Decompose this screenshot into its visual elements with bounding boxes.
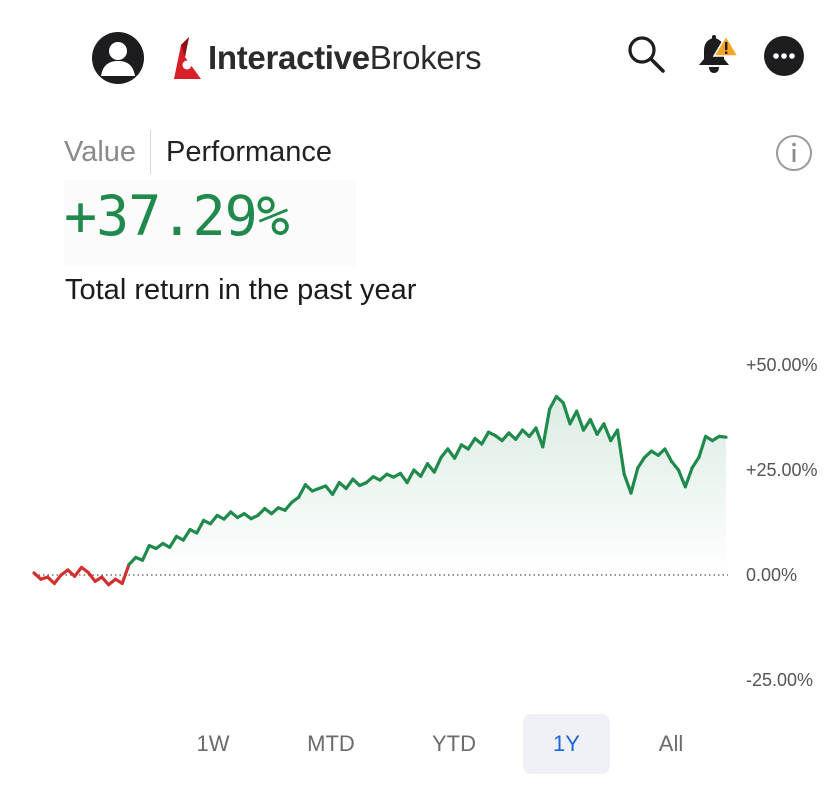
series-segment — [615, 428, 626, 476]
series-segment — [181, 528, 192, 542]
series-segment — [561, 401, 572, 426]
more-button[interactable] — [764, 36, 804, 76]
series-segment — [588, 417, 599, 436]
series-segment — [541, 407, 552, 449]
view-tabs: Value Performance — [64, 130, 332, 174]
y-axis-ticks: +50.00% +25.00% 0.00% -25.00% — [746, 355, 818, 690]
y-tick-label: +50.00% — [746, 355, 818, 375]
range-all-button[interactable]: All — [658, 731, 684, 756]
series-segment — [419, 462, 430, 478]
series-segment — [676, 468, 687, 489]
brand-logo-icon — [174, 37, 201, 79]
series-segment — [575, 409, 586, 432]
series-segment — [622, 472, 633, 495]
series-segment — [283, 500, 294, 512]
series-segment — [697, 434, 708, 460]
series-segment — [324, 484, 335, 496]
series-segment — [453, 443, 463, 460]
series-segment — [595, 422, 606, 436]
series-segment — [439, 447, 450, 460]
series-segment — [432, 455, 443, 474]
series-segment — [480, 430, 491, 446]
y-tick-label: -25.00% — [746, 670, 813, 690]
range-ytd-button[interactable]: YTD — [432, 731, 476, 756]
series-segment — [663, 447, 674, 464]
tab-divider — [150, 130, 152, 174]
total-return-value: +37.29% — [64, 184, 290, 248]
bell-alert-icon — [699, 34, 740, 73]
range-mtd-button[interactable]: MTD — [307, 731, 355, 756]
series-segment — [636, 455, 647, 470]
series-segment — [398, 471, 409, 485]
range-1w-button[interactable]: 1W — [196, 731, 230, 756]
series-segment — [602, 422, 613, 443]
tab-value[interactable]: Value — [64, 135, 137, 168]
y-tick-label: +25.00% — [746, 460, 818, 480]
brand-name: InteractiveBrokers — [208, 39, 482, 77]
series-segment — [208, 513, 219, 526]
more-icon — [773, 53, 795, 59]
total-return-label: Total return in the past year — [65, 274, 417, 306]
series-segment — [256, 507, 267, 517]
series-segment — [405, 468, 416, 485]
y-tick-label: 0.00% — [746, 565, 797, 585]
user-avatar-icon[interactable] — [92, 32, 144, 84]
info-icon — [776, 135, 812, 171]
series-segment — [500, 431, 511, 443]
time-range-selector: 1W MTD YTD 1Y All — [150, 714, 750, 774]
series-segment — [670, 460, 681, 472]
brand-logo: InteractiveBrokers — [172, 33, 482, 83]
info-button[interactable] — [775, 134, 813, 172]
return-highlight — [64, 180, 356, 266]
chart-area-fill — [34, 396, 726, 575]
series-segment — [330, 481, 341, 496]
series-segment — [222, 510, 233, 521]
chart-line-layer — [32, 394, 728, 587]
brand-name-bold: Interactive — [208, 39, 370, 76]
series-segment — [534, 426, 545, 449]
series-segment — [683, 466, 694, 489]
range-1y-button[interactable]: 1Y — [523, 714, 610, 774]
series-segment — [100, 575, 111, 587]
performance-chart: +50.00% +25.00% 0.00% -25.00% — [32, 355, 818, 690]
series-segment — [568, 409, 579, 426]
search-button[interactable] — [624, 32, 668, 76]
series-segment — [86, 570, 97, 583]
search-icon — [628, 36, 665, 73]
series-segment — [629, 466, 640, 495]
series-segment — [425, 462, 436, 474]
notifications-button[interactable] — [694, 32, 740, 76]
series-segment — [120, 562, 131, 585]
series-segment — [195, 518, 206, 535]
series-segment — [547, 394, 559, 411]
series-segment — [140, 544, 151, 562]
brand-name-regular: Brokers — [369, 39, 482, 76]
tab-performance[interactable]: Performance — [166, 135, 333, 168]
series-segment — [344, 477, 355, 491]
series-segment — [466, 436, 477, 451]
chart-area-layer — [34, 396, 726, 575]
series-segment — [514, 428, 525, 441]
series-segment — [168, 534, 179, 549]
series-segment — [690, 455, 701, 470]
series-segment — [446, 447, 457, 460]
series-segment — [52, 573, 63, 585]
series-segment — [717, 434, 728, 439]
series-segment — [73, 565, 84, 578]
series-segment — [581, 417, 592, 432]
series-segment — [127, 555, 138, 567]
app-header: InteractiveBrokers — [0, 0, 840, 120]
series-segment — [297, 483, 307, 499]
